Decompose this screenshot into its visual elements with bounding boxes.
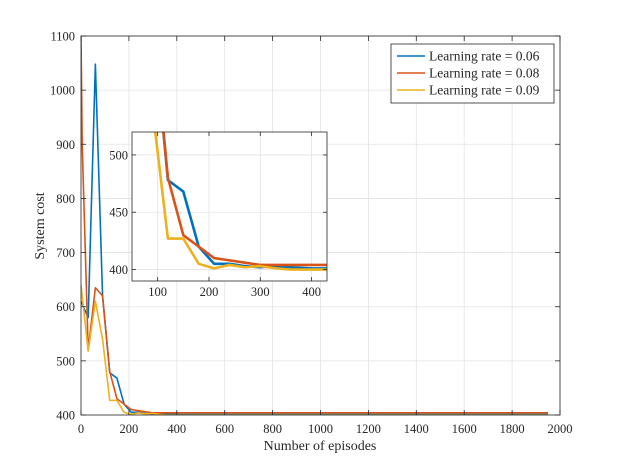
x-tick-label: 1200 — [356, 422, 381, 436]
y-tick-label: 1000 — [50, 84, 75, 98]
y-axis-label: System cost — [33, 192, 48, 259]
x-tick-label: 1000 — [308, 422, 333, 436]
x-tick-label: 600 — [215, 422, 234, 436]
y-tick-label: 400 — [56, 409, 75, 423]
inset-y-tick-label: 500 — [109, 148, 128, 162]
y-tick-label: 700 — [56, 246, 75, 260]
inset-area — [132, 132, 327, 281]
inset-series-line-2 — [162, 132, 327, 267]
y-tick-label: 800 — [56, 192, 75, 206]
y-tick-label: 600 — [56, 300, 75, 314]
inset-y-tick-label: 400 — [109, 263, 128, 277]
y-tick-label: 1100 — [50, 30, 75, 44]
inset-frame — [131, 131, 328, 282]
inset-x-tick-label: 200 — [200, 285, 219, 299]
y-tick-label: 500 — [56, 354, 75, 368]
inset-plot: 100 200 300 400 400 450 500 — [109, 131, 328, 299]
series-line-2 — [81, 36, 549, 414]
inset-series-line-3 — [153, 132, 327, 271]
inset-series-line-1 — [162, 132, 327, 270]
x-tick-label: 2000 — [548, 422, 573, 436]
x-axis-label: Number of episodes — [264, 439, 377, 454]
inset-x-tick-label: 300 — [251, 285, 270, 299]
inset-y-tick-label: 450 — [109, 206, 128, 220]
x-tick-label: 200 — [120, 422, 139, 436]
series-line-3 — [81, 284, 549, 415]
x-tick-label: 400 — [167, 422, 186, 436]
legend-label: Learning rate = 0.06 — [429, 49, 540, 64]
x-tick-label: 1800 — [500, 422, 525, 436]
x-tick-label: 0 — [78, 422, 84, 436]
legend-label: Learning rate = 0.09 — [429, 83, 540, 98]
x-tick-label: 1600 — [452, 422, 477, 436]
legend: Learning rate = 0.06 Learning rate = 0.08… — [390, 43, 555, 104]
y-tick-label: 900 — [56, 138, 75, 152]
legend-label: Learning rate = 0.08 — [429, 66, 540, 81]
x-tick-label: 800 — [263, 422, 282, 436]
inset-x-tick-label: 400 — [302, 285, 321, 299]
inset-x-tick-label: 100 — [148, 285, 167, 299]
x-tick-label: 1400 — [404, 422, 429, 436]
